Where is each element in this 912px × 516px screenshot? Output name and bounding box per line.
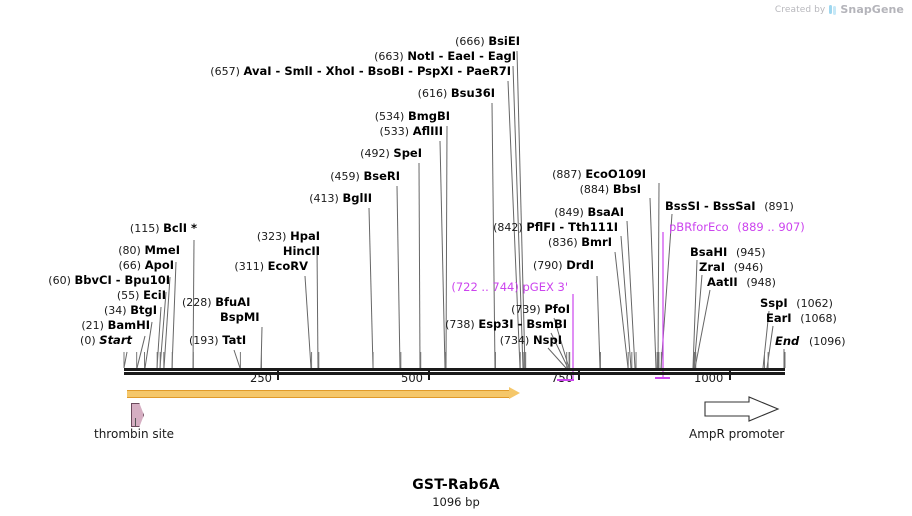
site-label-eciI: (55) EciI [116,288,166,303]
ruler-tick-1000 [729,369,731,380]
site-label-ecoo109I: (887) EcoO109I [552,167,646,182]
sequence-backbone[interactable] [124,368,785,371]
site-label-avaI: (657) AvaI - SmlI - XhoI - BsoBI - PspXI… [210,64,511,79]
primer-mark-pgex3[interactable] [557,379,574,381]
orf-bar[interactable] [127,390,509,398]
map-title-block: GST-Rab6A 1096 bp [0,477,912,509]
ruler-tick-250 [277,369,279,380]
site-label-hincII: HincII [282,244,320,258]
page-title: GST-Rab6A [412,477,500,493]
site-label-esp3I: (738) Esp3I - BsmBI [445,317,567,332]
site-label-bfuaI: (228) BfuAI [182,295,251,310]
site-label-bbsI: (884) BbsI [579,182,641,197]
site-label-btgI: (34) BtgI [103,303,157,318]
ampr-promoter-feature[interactable] [704,396,780,422]
site-label-notI: (663) NotI - EaeI - EagI [374,49,516,64]
orf-arrowhead-icon [509,387,520,399]
site-label-bsu36I: (616) Bsu36I [417,86,495,101]
site-label-apoI: (66) ApoI [118,258,174,273]
ampr-promoter-caption: AmpR promoter [689,427,785,441]
primer-label-pbrforeco: pBRforEco (889 .. 907) [669,220,805,234]
primer-label-pgex3: (722 .. 744) pGEX 3' [451,280,568,294]
site-label-pflfI: (842) PflFI - Tth111I [493,220,618,235]
watermark-prefix: Created by [774,4,826,15]
ruler-tick-750 [578,369,580,380]
thrombin-site-feature[interactable] [131,403,144,427]
site-label-hpaI: (323) HpaI [256,229,320,244]
site-label-bmrI: (836) BmrI [548,235,612,250]
site-label-bamhI: (21) BamHI [81,318,150,333]
site-label-speI: (492) SpeI [360,146,422,161]
site-label-tatI: (193) TatI [189,333,247,348]
site-label-bsaaI: (849) BsaAI [554,205,624,220]
site-label-afliii: (533) AflIII [379,124,443,139]
thrombin-site-caption: thrombin site [94,427,175,441]
ruler-label-1000: 1000 [694,371,724,385]
site-label-bsahI: BsaHI (945) [690,245,766,260]
sequence-length: 1096 bp [432,495,480,509]
site-label-pfoI: (739) PfoI [511,302,570,317]
thrombin-leader [135,418,136,426]
ruler-label-750: 750 [551,371,573,385]
site-label-earI: EarI (1068) [766,311,837,326]
site-label-end: End (1096) [775,334,846,349]
site-label-aatII: AatII (948) [707,275,776,290]
site-label-bserI: (459) BseRI [330,169,400,184]
site-label-bglII: (413) BglII [309,191,372,206]
site-label-bsieI: (666) BsiEI [455,34,520,49]
ruler-label-250: 250 [250,371,272,385]
site-label-start: (0) Start [80,333,132,348]
site-label-drdI: (790) DrdI [533,258,594,273]
ruler-tick-500 [428,369,430,380]
site-label-bsssI: BssSI - BssSaI (891) [665,199,794,214]
site-label-zraI: ZraI (946) [699,260,764,275]
ruler-label-500: 500 [401,371,423,385]
primer-mark-pbrforeco[interactable] [655,377,670,379]
site-label-nspI: (734) NspI [499,333,562,348]
watermark-brand: SnapGene [840,3,904,16]
site-label-bmgbI: (534) BmgBI [374,109,450,124]
site-label-bspmI: BspMI [220,310,260,324]
snapgene-watermark: Created by SnapGene [775,3,904,16]
site-label-ecorv: (311) EcoRV [234,259,308,274]
site-label-mmeI: (80) MmeI [118,243,180,258]
sequence-backbone-lower [124,372,785,375]
site-label-bbvcI: (60) BbvCI - Bpu10I [48,273,170,288]
site-label-bclI: (115) BclI * [129,221,197,236]
snapgene-logo-icon [829,4,837,16]
site-label-sspI: SspI (1062) [760,296,833,311]
